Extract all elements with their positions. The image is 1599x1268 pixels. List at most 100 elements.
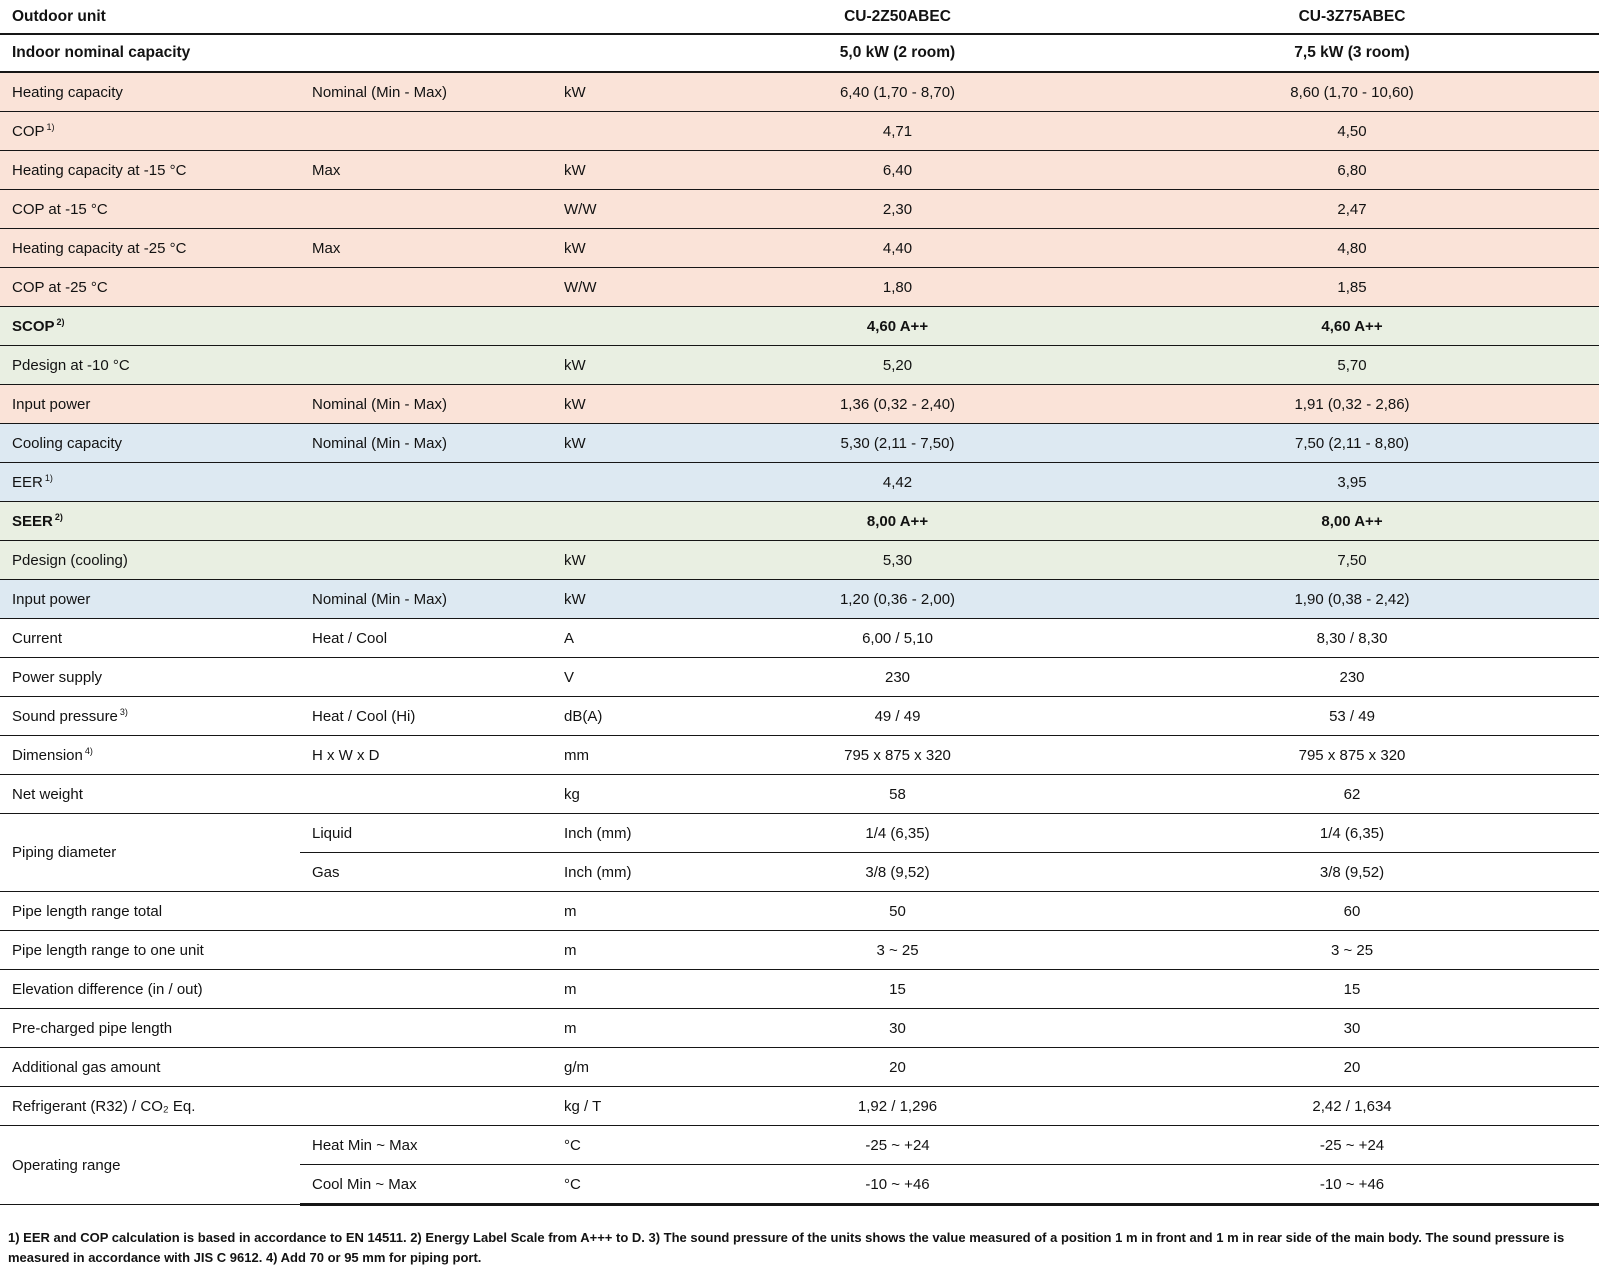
row-unit: kW: [552, 228, 691, 268]
row-label-text: Operating range: [12, 1156, 121, 1174]
spec-row: Input power Nominal (Min - Max) kW 1,20 (0,…: [0, 579, 1599, 619]
row-unit: Inch (mm): [552, 813, 691, 853]
row-sub-label: [300, 267, 552, 307]
row-value-model1: 1,80: [690, 267, 1106, 307]
row-value-model2: 2,42 / 1,634: [1105, 1086, 1599, 1126]
row-value-model2: 5,70: [1105, 345, 1599, 385]
row-value-model2: 4,50: [1105, 111, 1599, 151]
row-sub-label: Liquid: [300, 813, 552, 853]
row-sub-label: [300, 345, 552, 385]
row-unit: °C: [552, 1164, 691, 1206]
row-value-model1: 15: [690, 969, 1106, 1009]
row-value-model2: 8,00 A++: [1105, 501, 1599, 541]
row-label-text: Elevation difference (in / out): [12, 980, 203, 998]
row-sub-label: Max: [300, 150, 552, 190]
row-value-model2: -25 ~ +24: [1105, 1125, 1599, 1165]
spec-row: Gas Inch (mm) 3/8 (9,52) 3/8 (9,52): [0, 852, 1599, 892]
row-sub-label: [300, 930, 552, 970]
spec-row: Refrigerant (R32) / CO₂ Eq. kg / T 1,92 / …: [0, 1086, 1599, 1126]
row-value-model2: 1/4 (6,35): [1105, 813, 1599, 853]
row-label: Elevation difference (in / out): [0, 969, 300, 1009]
spec-row: Current Heat / Cool A 6,00 / 5,10 8,30 / 8,3…: [0, 618, 1599, 658]
row-unit: W/W: [552, 189, 691, 229]
row-unit: m: [552, 930, 691, 970]
row-label: Current: [0, 618, 300, 658]
row-value-model1: 230: [690, 657, 1106, 697]
row-unit: [552, 111, 691, 151]
row-label-text: Heating capacity at -15 °C: [12, 161, 187, 179]
spec-row: Input power Nominal (Min - Max) kW 1,36 (0,…: [0, 384, 1599, 424]
row-value-model2: 6,80: [1105, 150, 1599, 190]
row-label-text: Heating capacity: [12, 83, 123, 101]
row-label: COP at -25 °C: [0, 267, 300, 307]
row-sub-label: [300, 111, 552, 151]
spec-table-body: Heating capacity Nominal (Min - Max) kW 6,4…: [0, 72, 1599, 1206]
row-label: Input power: [0, 579, 300, 619]
spec-row: Sound pressure 3) Heat / Cool (Hi) dB(A) 49 …: [0, 696, 1599, 736]
row-footnote-ref: 3): [119, 706, 128, 717]
row-sub-label: [300, 657, 552, 697]
row-unit: kW: [552, 540, 691, 580]
indoor-capacity-value-model2: 7,5 kW (3 room): [1105, 34, 1599, 73]
row-label: Pre-charged pipe length: [0, 1008, 300, 1048]
row-sub-label: Nominal (Min - Max): [300, 423, 552, 463]
outdoor-unit-header-row: Outdoor unit CU-2Z50ABEC CU-3Z75ABEC: [0, 0, 1599, 35]
row-footnote-ref: 4): [84, 745, 93, 756]
row-label: Heating capacity: [0, 72, 300, 112]
row-label-text: COP at -25 °C: [12, 278, 108, 296]
row-label: Dimension 4): [0, 735, 300, 775]
row-sub-label: [300, 1047, 552, 1087]
row-label: COP at -15 °C: [0, 189, 300, 229]
row-label: SCOP 2): [0, 306, 300, 346]
row-label: Heating capacity at -15 °C: [0, 150, 300, 190]
row-unit: W/W: [552, 267, 691, 307]
row-label-text: COP at -15 °C: [12, 200, 108, 218]
row-sub-label: [300, 969, 552, 1009]
row-footnote-ref: 1): [46, 121, 55, 132]
row-unit: kW: [552, 72, 691, 112]
row-label: Pipe length range total: [0, 891, 300, 931]
spec-row: Piping diameter Liquid Inch (mm) 1/4 (6,35)…: [0, 813, 1599, 892]
spec-row: Operating range Heat Min ~ Max °C -25 ~ +24…: [0, 1125, 1599, 1205]
row-sub-label: [300, 1008, 552, 1048]
outdoor-unit-label: Outdoor unit: [0, 0, 691, 35]
row-unit: kW: [552, 384, 691, 424]
row-value-model1: -25 ~ +24: [690, 1125, 1106, 1165]
row-unit: kW: [552, 579, 691, 619]
row-value-model1: 6,40 (1,70 - 8,70): [690, 72, 1106, 112]
indoor-capacity-label: Indoor nominal capacity: [0, 34, 691, 73]
row-unit: °C: [552, 1125, 691, 1165]
row-sub-label: Nominal (Min - Max): [300, 384, 552, 424]
row-label-text: SEER: [12, 512, 53, 530]
row-label-text: Net weight: [12, 785, 83, 803]
row-sub-label: Nominal (Min - Max): [300, 579, 552, 619]
row-value-model1: 2,30: [690, 189, 1106, 229]
row-label-text: SCOP: [12, 317, 55, 335]
row-value-model1: 5,30 (2,11 - 7,50): [690, 423, 1106, 463]
spec-row: COP at -15 °C W/W 2,30 2,47: [0, 189, 1599, 229]
row-value-model1: 5,30: [690, 540, 1106, 580]
row-sub-label: Nominal (Min - Max): [300, 72, 552, 112]
row-unit: Inch (mm): [552, 852, 691, 892]
row-value-model1: 6,00 / 5,10: [690, 618, 1106, 658]
row-label-text: Power supply: [12, 668, 103, 686]
row-unit: mm: [552, 735, 691, 775]
row-unit: A: [552, 618, 691, 658]
row-sub-label: [300, 540, 552, 580]
row-unit: kg / T: [552, 1086, 691, 1126]
row-value-model2: 53 / 49: [1105, 696, 1599, 736]
row-value-model2: 2,47: [1105, 189, 1599, 229]
row-unit: [552, 462, 691, 502]
spec-row: Cooling capacity Nominal (Min - Max) kW 5,3…: [0, 423, 1599, 463]
row-value-model2: 4,60 A++: [1105, 306, 1599, 346]
row-value-model2: 8,30 / 8,30: [1105, 618, 1599, 658]
row-value-model2: 7,50: [1105, 540, 1599, 580]
row-unit: [552, 501, 691, 541]
row-label: Additional gas amount: [0, 1047, 300, 1087]
row-label-text: Pre-charged pipe length: [12, 1019, 173, 1037]
row-label: Net weight: [0, 774, 300, 814]
row-unit: m: [552, 1008, 691, 1048]
row-value-model2: 7,50 (2,11 - 8,80): [1105, 423, 1599, 463]
row-label-text: COP: [12, 122, 45, 140]
